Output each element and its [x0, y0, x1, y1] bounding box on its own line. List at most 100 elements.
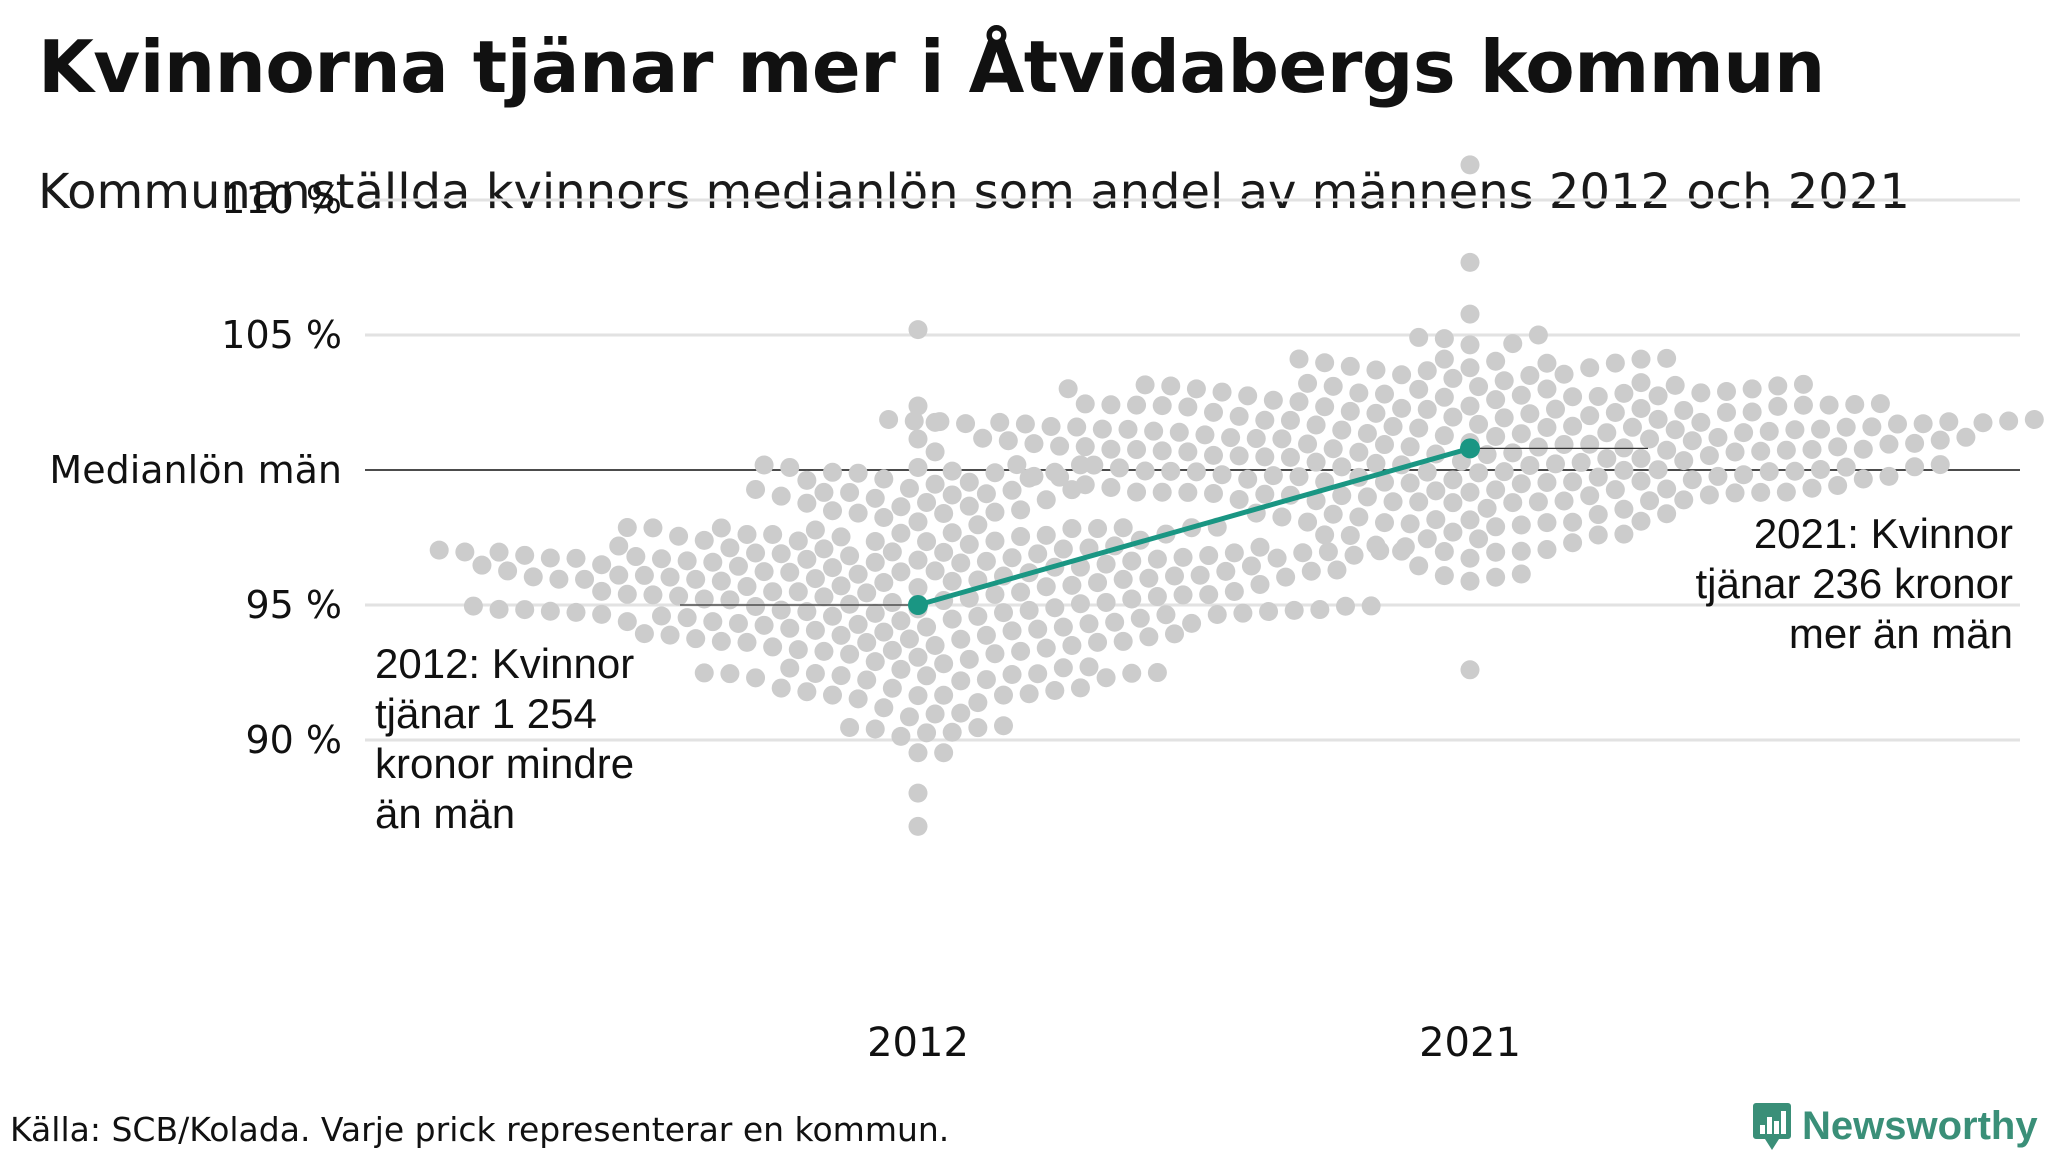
data-point	[1913, 414, 1933, 434]
data-point	[1605, 480, 1625, 500]
data-point	[882, 542, 902, 562]
data-point	[1580, 486, 1600, 506]
data-point	[1165, 566, 1184, 586]
data-point	[643, 518, 663, 538]
data-point	[1147, 587, 1167, 607]
data-point	[746, 668, 766, 688]
data-point	[1528, 437, 1548, 457]
data-point	[1426, 510, 1446, 530]
data-point	[1298, 434, 1318, 454]
data-point	[1375, 384, 1394, 404]
data-point	[746, 479, 766, 499]
data-point	[823, 462, 842, 482]
data-point	[472, 555, 492, 575]
data-point	[934, 504, 954, 524]
data-point	[1648, 460, 1668, 480]
source-note: Källa: SCB/Kolada. Varje prick represent…	[10, 1110, 950, 1149]
data-point	[1674, 451, 1694, 471]
data-point	[1477, 445, 1497, 465]
data-point	[1036, 525, 1056, 545]
data-point	[1469, 377, 1489, 397]
data-point	[951, 671, 971, 691]
data-point	[1417, 462, 1437, 482]
data-point	[1614, 524, 1634, 544]
data-point	[891, 562, 911, 582]
data-point	[1011, 641, 1031, 661]
data-point	[985, 463, 1005, 483]
data-point	[1178, 442, 1198, 462]
data-point	[1785, 461, 1805, 481]
data-point	[1186, 462, 1206, 482]
data-point	[523, 567, 543, 587]
data-point	[694, 530, 714, 550]
data-point	[720, 590, 740, 610]
data-point	[1096, 592, 1116, 612]
data-point	[1717, 402, 1736, 422]
data-point	[677, 551, 697, 571]
data-point	[1614, 499, 1634, 519]
data-point	[805, 663, 825, 683]
data-point	[498, 561, 518, 581]
data-point	[1554, 364, 1574, 384]
data-point	[956, 414, 976, 434]
data-point	[540, 601, 560, 621]
data-point	[1028, 544, 1048, 564]
data-point	[1293, 543, 1313, 563]
data-point	[1657, 504, 1677, 524]
data-point	[1301, 561, 1321, 581]
data-point	[1101, 395, 1121, 415]
data-point	[1088, 632, 1108, 652]
data-point	[1229, 446, 1249, 466]
data-point	[1045, 680, 1065, 700]
data-point	[1776, 482, 1796, 502]
data-point	[1682, 431, 1702, 451]
data-point	[814, 641, 834, 661]
y-tick-label: 110 %	[221, 178, 342, 222]
newsworthy-icon	[1753, 1103, 1791, 1150]
data-point	[865, 552, 885, 572]
data-point	[1323, 504, 1343, 524]
data-point	[1289, 467, 1309, 487]
y-tick-label: 105 %	[221, 313, 342, 357]
data-point	[660, 567, 680, 587]
data-point	[1019, 684, 1039, 704]
data-point	[626, 547, 646, 567]
data-point	[634, 624, 654, 644]
data-point	[1469, 414, 1489, 434]
data-point	[1332, 457, 1352, 477]
data-point	[1802, 439, 1822, 459]
data-point	[1563, 416, 1583, 436]
data-point	[1349, 507, 1369, 527]
data-point	[1460, 155, 1480, 175]
data-point	[575, 569, 595, 589]
data-point	[1024, 434, 1044, 454]
data-point	[904, 411, 924, 431]
data-point	[489, 599, 509, 619]
data-point	[1400, 514, 1420, 534]
data-point	[1537, 418, 1557, 438]
data-point	[1511, 541, 1531, 561]
data-point	[771, 678, 791, 698]
data-point	[1053, 539, 1073, 559]
data-point	[1383, 416, 1403, 436]
data-point	[985, 502, 1005, 522]
data-point	[1785, 420, 1805, 440]
data-point	[831, 666, 851, 686]
data-point	[959, 649, 979, 669]
data-point	[805, 620, 825, 640]
data-point	[1657, 348, 1677, 368]
data-point	[1070, 455, 1090, 475]
data-point	[917, 492, 937, 512]
data-point	[1238, 386, 1258, 406]
data-point	[848, 463, 868, 483]
data-point	[660, 625, 680, 645]
brand-logo[interactable]: Newsworthy	[1752, 1100, 2038, 1152]
data-point	[994, 685, 1013, 705]
data-point	[1520, 455, 1540, 475]
data-point	[1426, 481, 1446, 501]
data-point	[1443, 493, 1463, 513]
data-point	[1224, 582, 1244, 602]
data-point	[669, 586, 689, 606]
data-point	[840, 546, 860, 566]
data-point	[1443, 407, 1463, 427]
